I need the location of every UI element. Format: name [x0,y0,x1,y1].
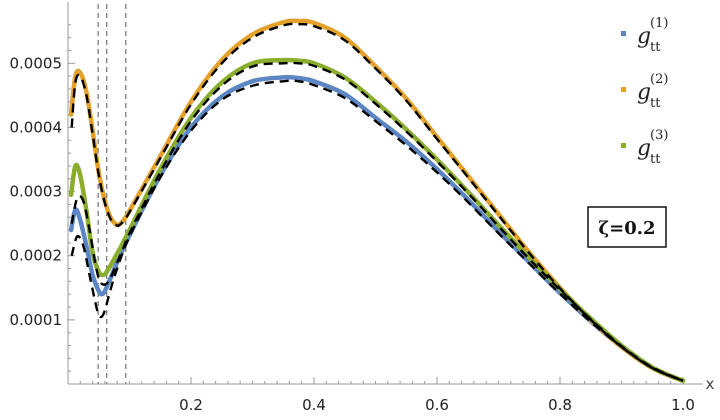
legend-superscript: (1) [650,16,668,31]
legend-subscript: tt [650,40,661,55]
legend-item-3: gtt (3) [621,128,668,167]
legend-item-2: gtt (2) [621,72,668,111]
series-line-g-tt-2 [68,18,686,384]
legend-base: g [637,80,651,105]
axes: 0.2 0.4 0.6 0.8 1.0 x 0.0001 0.0002 0.0003 0.0004… [10,2,715,414]
legend-base: g [637,136,651,161]
legend-superscript: (3) [650,128,668,143]
y-tick-label: 0.0001 [10,311,63,329]
series-line-g-tt-3 [68,57,686,384]
data-curves [68,18,686,384]
y-tick-label: 0.0004 [10,118,63,136]
legend-superscript: (2) [650,72,668,87]
y-tick-label: 0.0002 [10,247,63,265]
x-tick-label: 0.4 [302,396,326,414]
dashed-reference-curve-1 [70,79,684,382]
x-tick-label: 1.0 [671,396,695,414]
legend-item-1: gtt (1) [621,16,668,55]
zeta-annotation-text: ζ=0.2 [598,218,655,239]
legend-marker [621,31,626,36]
legend: gtt(1)gtt(2)gtt(3) [621,16,668,167]
legend-marker [621,87,626,92]
dashed-reference-curve-3 [70,61,684,382]
x-tick-label: 0.8 [548,396,572,414]
legend-marker [621,143,626,148]
legend-subscript: tt [650,96,661,111]
reference-lines [97,4,127,384]
x-tick-label: 0.6 [425,396,449,414]
y-tick-label: 0.0003 [10,183,63,201]
legend-base: g [637,24,651,49]
x-axis-label: x [706,375,715,393]
legend-subscript: tt [650,152,661,167]
dashed-reference-curve-2 [70,22,684,382]
y-tick-label: 0.0005 [10,54,63,72]
zeta-annotation-box: ζ=0.2 [587,206,667,248]
x-tick-label: 0.2 [179,396,203,414]
